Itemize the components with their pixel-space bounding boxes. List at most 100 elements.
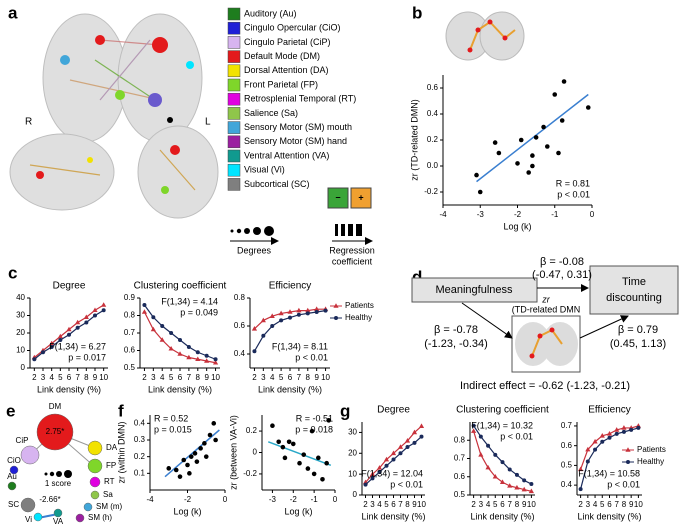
annotation: p < 0.01	[500, 431, 533, 441]
scatter-point	[545, 144, 550, 149]
x-tick-label: 6	[67, 373, 72, 382]
series-marker	[471, 423, 476, 428]
y-tick-label: 0.0	[427, 161, 439, 170]
network-node-label: SM (h)	[88, 513, 112, 522]
series-marker	[412, 440, 417, 445]
network-node-note: 2.75*	[46, 427, 65, 436]
scatter-point	[276, 439, 281, 445]
series-marker	[614, 427, 620, 432]
series-marker	[195, 350, 200, 355]
series-marker	[492, 473, 498, 479]
chart-title: Clustering coefficient	[134, 281, 227, 292]
series-marker	[41, 350, 45, 355]
mediation-box	[589, 265, 679, 315]
legend-label: Patients	[637, 445, 666, 454]
scatter-point	[177, 474, 183, 479]
scatter-point	[282, 455, 288, 461]
series-marker	[279, 318, 284, 323]
series-marker	[252, 349, 257, 354]
series-marker	[592, 438, 598, 444]
series-marker	[84, 320, 89, 325]
annotation: p = 0.049	[180, 307, 218, 317]
network-node-label: DM	[49, 402, 62, 411]
scatter-point	[192, 451, 198, 456]
series-marker	[160, 324, 165, 328]
mediation-mediator: zr	[541, 294, 551, 304]
x-axis-label: Link density (%)	[577, 511, 641, 521]
network-node	[7, 481, 17, 491]
legend-swatch	[227, 178, 241, 191]
series-marker	[49, 340, 55, 346]
y-tick-label: 10	[348, 469, 357, 478]
x-tick-label: 8	[515, 500, 520, 509]
panel-label: e	[6, 401, 15, 420]
y-tick-label: 30	[348, 428, 357, 437]
x-tick-label: 4	[160, 373, 165, 382]
x-axis-label: Log (k)	[284, 506, 312, 516]
series-marker	[32, 357, 37, 362]
scatter-point	[198, 446, 203, 451]
x-tick-label: 2	[252, 373, 257, 382]
series-marker	[418, 423, 425, 428]
series-marker	[287, 309, 293, 314]
scatter-point	[280, 444, 286, 450]
series-marker	[369, 471, 376, 476]
panel-label: c	[8, 263, 17, 282]
series-marker	[296, 307, 302, 313]
scatter-point	[518, 137, 524, 143]
annotation: p < 0.01	[557, 189, 590, 199]
x-tick-label: 3	[586, 500, 591, 509]
network-node	[83, 502, 93, 512]
series-marker	[621, 425, 627, 430]
series-marker	[58, 338, 63, 342]
series-marker	[376, 465, 383, 470]
y-tick-label: 0.2	[134, 452, 146, 461]
series-marker	[383, 456, 390, 462]
series-marker	[528, 488, 534, 494]
x-tick-label: 8	[622, 500, 627, 509]
series-marker	[83, 314, 89, 320]
scatter-point	[301, 452, 307, 457]
series-marker	[288, 315, 292, 320]
x-tick-label: 7	[507, 500, 512, 509]
y-tick-label: 0.7	[561, 421, 573, 430]
series-marker	[204, 358, 210, 363]
series-marker	[168, 345, 174, 351]
series-marker	[478, 434, 483, 439]
series-marker	[150, 326, 156, 332]
legend-label: Healthy	[345, 313, 372, 322]
fit-line	[267, 441, 332, 467]
scatter-point	[316, 455, 321, 461]
y-tick-label: 0.3	[134, 435, 146, 444]
network-node	[75, 513, 85, 523]
y-tick-label: 10	[16, 346, 25, 355]
legend-label: Cingulo Opercular (CiO)	[244, 23, 341, 33]
y-tick-label: 0.6	[561, 441, 573, 450]
series-marker	[269, 313, 275, 318]
degree-key-label: Degrees	[237, 245, 272, 255]
legend-label: Default Mode (DM)	[244, 51, 320, 61]
x-tick-label: 7	[398, 500, 403, 509]
series-marker	[514, 484, 520, 490]
x-tick-label: -3	[477, 210, 485, 219]
y-tick-label: 0.7	[124, 328, 136, 337]
y-tick-label: 0	[253, 448, 258, 457]
x-tick-label: 7	[75, 373, 80, 382]
mediation-predictor: Meaningfulness	[435, 284, 513, 296]
y-tick-label: 0.4	[427, 109, 439, 118]
brain-thumb	[515, 322, 578, 366]
network-node	[90, 490, 100, 500]
series-marker	[621, 429, 626, 434]
x-tick-label: 3	[261, 373, 266, 382]
series-marker	[195, 356, 201, 362]
x-tick-label: 10	[634, 500, 643, 509]
legend-marker	[334, 316, 338, 320]
network-node-label: SC	[8, 500, 19, 509]
legend-label: Auditory (Au)	[244, 8, 297, 18]
series-marker	[93, 313, 97, 318]
x-tick-label: 6	[391, 500, 396, 509]
legend-swatch	[227, 163, 241, 177]
brain-views	[9, 13, 219, 219]
network-node	[36, 413, 74, 451]
x-tick-label: 8	[196, 373, 201, 382]
